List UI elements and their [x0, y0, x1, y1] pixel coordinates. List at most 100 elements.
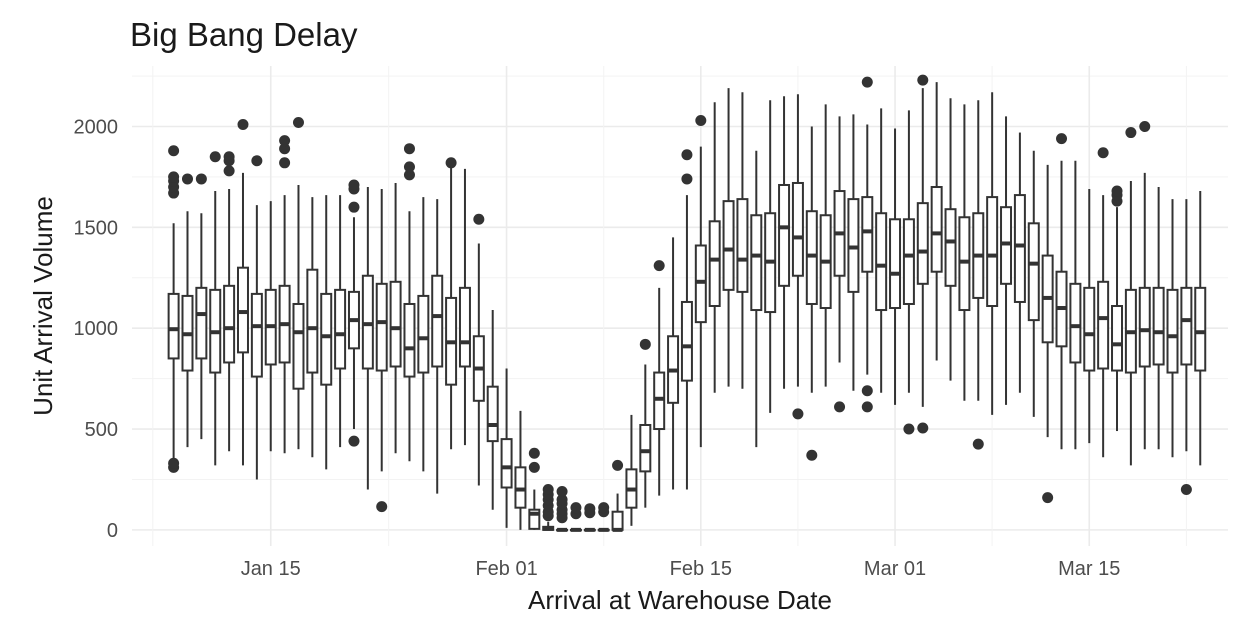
- box: [1013, 194, 1026, 303]
- outlier-point: [1139, 121, 1151, 133]
- box: [722, 200, 735, 291]
- box: [708, 220, 721, 307]
- outlier-point: [223, 151, 235, 163]
- outlier-point: [403, 169, 415, 181]
- box: [514, 466, 527, 509]
- outlier-point: [834, 401, 846, 413]
- box: [1152, 286, 1165, 366]
- outlier-point: [445, 157, 457, 169]
- box: [847, 198, 860, 293]
- box: [250, 292, 263, 378]
- outlier-point: [237, 118, 249, 130]
- box-series: [167, 74, 1207, 532]
- box: [1111, 305, 1124, 372]
- outlier-point: [917, 74, 929, 86]
- outlier-point: [348, 201, 360, 213]
- y-axis-label: Unit Arrival Volume: [28, 196, 58, 416]
- box: [306, 268, 319, 374]
- box: [500, 438, 513, 489]
- box: [1097, 280, 1110, 370]
- y-tick-label: 500: [85, 419, 118, 441]
- box: [930, 186, 943, 273]
- outlier-point: [1111, 185, 1123, 197]
- box: [458, 286, 471, 368]
- outlier-point: [639, 338, 651, 350]
- box: [389, 280, 402, 368]
- chart-title: Big Bang Delay: [130, 16, 358, 53]
- box: [875, 212, 888, 312]
- box: [1180, 286, 1193, 366]
- box: [916, 202, 929, 285]
- box: [750, 214, 763, 312]
- outlier-point: [473, 213, 485, 225]
- box: [986, 196, 999, 307]
- y-axis-ticks: 0 500 1000 1500 2000: [74, 117, 119, 542]
- y-tick-label: 1000: [74, 318, 119, 340]
- outlier-point: [1056, 133, 1068, 145]
- x-tick-label: Feb 15: [670, 558, 732, 580]
- outlier-point: [195, 173, 207, 185]
- box: [902, 218, 915, 305]
- outlier-point: [209, 151, 221, 163]
- box: [958, 216, 971, 312]
- outlier-point: [1097, 147, 1109, 159]
- box: [611, 510, 624, 531]
- outlier-point: [806, 449, 818, 461]
- outlier-point: [681, 173, 693, 185]
- outlier-point: [903, 423, 915, 435]
- box: [361, 274, 374, 370]
- box: [292, 302, 305, 390]
- box: [889, 218, 902, 310]
- box: [778, 183, 791, 287]
- box: [195, 286, 208, 360]
- box: [694, 244, 707, 324]
- outlier-point: [972, 438, 984, 450]
- outlier-point: [168, 457, 180, 469]
- outlier-point: [376, 501, 388, 513]
- outlier-point: [528, 447, 540, 459]
- outlier-point: [612, 459, 624, 471]
- box: [653, 371, 666, 431]
- y-tick-label: 1500: [74, 217, 119, 239]
- outlier-point: [348, 435, 360, 447]
- x-tick-label: Mar 15: [1058, 558, 1120, 580]
- box: [944, 208, 957, 287]
- y-tick-label: 2000: [74, 117, 119, 139]
- outlier-point: [570, 502, 582, 514]
- box: [417, 294, 430, 374]
- box: [236, 266, 249, 354]
- x-axis-label: Arrival at Warehouse Date: [528, 585, 832, 615]
- y-tick-label: 0: [107, 520, 118, 542]
- x-tick-label: Mar 01: [864, 558, 926, 580]
- box: [861, 196, 874, 273]
- outlier-point: [403, 161, 415, 173]
- outlier-point: [181, 173, 193, 185]
- box: [375, 282, 388, 372]
- outlier-point: [917, 422, 929, 434]
- outlier-point: [251, 155, 263, 167]
- box: [334, 288, 347, 370]
- box: [486, 385, 499, 443]
- x-tick-label: Jan 15: [241, 558, 301, 580]
- outlier-point: [556, 486, 568, 498]
- outlier-point: [861, 76, 873, 88]
- box: [403, 302, 416, 378]
- outlier-point: [681, 149, 693, 161]
- x-axis-ticks: Jan 15 Feb 01 Feb 15 Mar 01 Mar 15: [241, 558, 1121, 580]
- x-tick-label: Feb 01: [475, 558, 537, 580]
- outlier-point: [861, 385, 873, 397]
- outlier-point: [279, 143, 291, 155]
- box: [791, 181, 804, 277]
- outlier-point: [292, 116, 304, 128]
- box: [167, 292, 180, 360]
- outlier-point: [168, 145, 180, 157]
- outlier-point: [1042, 492, 1054, 504]
- outlier-point: [348, 179, 360, 191]
- box: [1000, 206, 1013, 285]
- outlier-point: [279, 157, 291, 169]
- outlier-point: [695, 114, 707, 126]
- box: [1083, 286, 1096, 372]
- box: [1138, 286, 1151, 368]
- outlier-point: [528, 461, 540, 473]
